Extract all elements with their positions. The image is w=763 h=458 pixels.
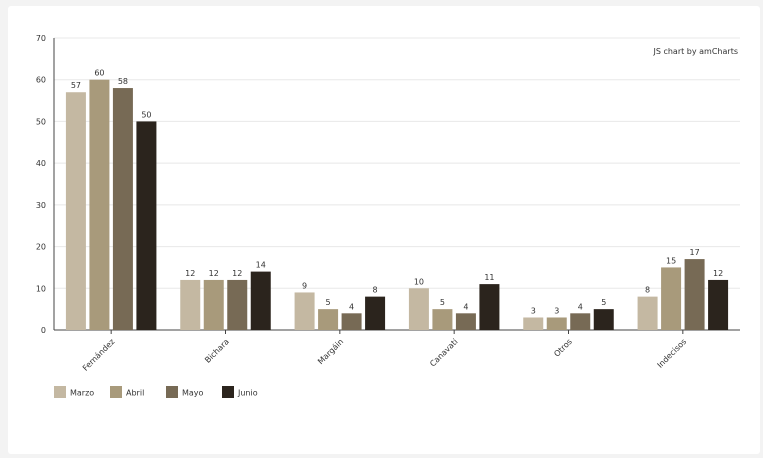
bar-abril-1[interactable] — [203, 279, 224, 330]
legend-label: Mayo — [182, 389, 204, 398]
y-tick-label: 50 — [36, 117, 46, 126]
bar-junio-3[interactable] — [479, 284, 500, 330]
data-label: 5 — [326, 298, 331, 307]
legend-swatch — [222, 386, 234, 398]
data-label: 14 — [256, 261, 266, 270]
bar-marzo-0[interactable] — [65, 92, 86, 330]
data-label: 5 — [440, 298, 445, 307]
legend-label: Junio — [237, 389, 258, 398]
legend[interactable]: Marzo Abril Mayo Junio — [54, 386, 258, 398]
data-label: 5 — [601, 298, 606, 307]
legend-swatch — [54, 386, 66, 398]
data-label: 4 — [578, 302, 583, 311]
bar-mayo-3[interactable] — [455, 313, 476, 330]
x-tick-label: Fernández — [81, 337, 117, 373]
data-label: 11 — [484, 273, 494, 282]
data-label: 3 — [554, 306, 559, 315]
bar-abril-5[interactable] — [661, 267, 682, 330]
bar-junio-4[interactable] — [593, 309, 614, 330]
y-tick-label: 20 — [36, 243, 46, 252]
legend-swatch — [110, 386, 122, 398]
data-label: 8 — [373, 286, 378, 295]
bar-junio-5[interactable] — [708, 279, 729, 330]
bar-abril-2[interactable] — [318, 309, 339, 330]
data-label: 58 — [118, 77, 128, 86]
data-label: 10 — [414, 277, 424, 286]
legend-item-abril[interactable]: Abril — [110, 386, 144, 398]
bar-marzo-1[interactable] — [180, 279, 201, 330]
x-tick-label: Margáin — [316, 337, 345, 366]
y-tick-label: 40 — [36, 159, 46, 168]
data-label: 4 — [463, 302, 468, 311]
bar-junio-2[interactable] — [365, 296, 386, 330]
bar-marzo-5[interactable] — [637, 296, 658, 330]
data-label: 3 — [531, 306, 536, 315]
bars — [65, 79, 729, 330]
bar-marzo-2[interactable] — [294, 292, 315, 330]
chart-credit-link[interactable]: JS chart by amCharts — [652, 47, 738, 56]
data-label: 50 — [141, 110, 151, 119]
data-label: 12 — [713, 269, 723, 278]
y-tick-label: 10 — [36, 284, 46, 293]
bar-abril-4[interactable] — [546, 317, 567, 330]
bar-chart: 0 10 20 30 40 50 60 70 Fernández Bichara Margáin Ca… — [36, 34, 740, 398]
legend-label: Marzo — [70, 389, 94, 398]
data-label: 57 — [71, 81, 81, 90]
x-tick-label: Indecisos — [656, 337, 689, 370]
bar-mayo-5[interactable] — [684, 259, 705, 330]
bar-junio-0[interactable] — [136, 121, 157, 330]
legend-item-marzo[interactable]: Marzo — [54, 386, 94, 398]
legend-item-junio[interactable]: Junio — [222, 386, 258, 398]
data-label: 12 — [232, 269, 242, 278]
x-tick-label: Canavati — [428, 337, 459, 368]
y-tick-label: 70 — [36, 34, 46, 43]
bar-mayo-1[interactable] — [227, 279, 248, 330]
data-label: 8 — [645, 286, 650, 295]
bar-mayo-2[interactable] — [341, 313, 362, 330]
bar-marzo-4[interactable] — [523, 317, 544, 330]
data-label: 15 — [666, 256, 676, 265]
y-tick-label: 0 — [41, 326, 46, 335]
data-label: 12 — [209, 269, 219, 278]
gridlines — [54, 37, 740, 289]
x-tick-label: Otros — [552, 337, 574, 359]
chart-card: 0 10 20 30 40 50 60 70 Fernández Bichara Margáin Ca… — [8, 6, 760, 454]
y-tick-label: 30 — [36, 201, 46, 210]
legend-item-mayo[interactable]: Mayo — [166, 386, 204, 398]
bar-abril-0[interactable] — [89, 79, 110, 330]
data-label: 17 — [689, 248, 699, 257]
data-label: 4 — [349, 302, 354, 311]
data-label: 9 — [302, 281, 307, 290]
bar-mayo-4[interactable] — [570, 313, 591, 330]
legend-label: Abril — [126, 389, 144, 398]
legend-swatch — [166, 386, 178, 398]
bar-marzo-3[interactable] — [408, 288, 429, 330]
data-label: 60 — [94, 69, 104, 78]
bar-mayo-0[interactable] — [112, 88, 133, 330]
data-label: 12 — [185, 269, 195, 278]
y-tick-label: 60 — [36, 76, 46, 85]
bar-abril-3[interactable] — [432, 309, 453, 330]
bar-junio-1[interactable] — [250, 271, 271, 330]
x-tick-label: Bichara — [203, 337, 231, 365]
